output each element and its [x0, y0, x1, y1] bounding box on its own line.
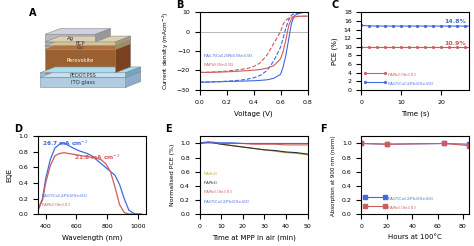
Polygon shape [40, 67, 141, 73]
Text: C: C [331, 0, 338, 10]
Text: ITO glass: ITO glass [71, 80, 95, 85]
Text: Ag: Ag [67, 36, 73, 41]
Text: FA$_{0.75}$Cs$_{0.25}$Pb$_{0.5}$Sn$_{0.5}$I$_3$: FA$_{0.75}$Cs$_{0.25}$Pb$_{0.5}$Sn$_{0.5… [203, 198, 250, 206]
Text: FA$_{0.75}$Cs$_{0.25}$Pb$_{0.5}$Sn$_{0.5}$I$_3$: FA$_{0.75}$Cs$_{0.25}$Pb$_{0.5}$Sn$_{0.5… [387, 81, 435, 88]
Text: F: F [320, 124, 327, 134]
Text: B: B [176, 0, 183, 10]
Y-axis label: Normalised PCE (%): Normalised PCE (%) [170, 144, 174, 206]
X-axis label: Voltage (V): Voltage (V) [234, 110, 273, 117]
Text: FAPb$_{0.5}$Sn$_{0.5}$I$_3$: FAPb$_{0.5}$Sn$_{0.5}$I$_3$ [387, 71, 417, 79]
Text: BCP: BCP [75, 41, 85, 46]
Polygon shape [45, 49, 116, 73]
Text: D: D [14, 124, 22, 134]
Text: FAPbI$_3$: FAPbI$_3$ [203, 180, 218, 187]
Text: FAPb$_{0.5}$Sn$_{0.5}$I$_3$: FAPb$_{0.5}$Sn$_{0.5}$I$_3$ [203, 62, 235, 69]
Polygon shape [45, 36, 131, 42]
Polygon shape [40, 73, 126, 77]
Polygon shape [45, 46, 116, 49]
Text: A: A [29, 8, 37, 18]
X-axis label: Wavelength (nm): Wavelength (nm) [62, 234, 122, 241]
Polygon shape [95, 29, 110, 42]
Polygon shape [45, 34, 95, 42]
Text: 10.9%: 10.9% [444, 41, 466, 46]
Text: FAPb$_{0.5}$Sn$_{0.5}$I$_3$: FAPb$_{0.5}$Sn$_{0.5}$I$_3$ [41, 201, 71, 209]
Text: PEDOT:PSS: PEDOT:PSS [69, 73, 96, 78]
Polygon shape [45, 29, 110, 34]
Polygon shape [126, 72, 141, 87]
Text: Perovskite: Perovskite [66, 58, 94, 63]
Polygon shape [116, 36, 131, 46]
X-axis label: Hours at 100°C: Hours at 100°C [389, 234, 442, 240]
Y-axis label: EQE: EQE [7, 168, 13, 182]
Text: FAPb$_{0.5}$Sn$_{0.5}$I$_3$: FAPb$_{0.5}$Sn$_{0.5}$I$_3$ [387, 205, 417, 212]
Y-axis label: Absorption at 900 nm (norm): Absorption at 900 nm (norm) [331, 135, 336, 215]
Y-axis label: PCE (%): PCE (%) [332, 37, 338, 65]
Polygon shape [116, 44, 131, 73]
Polygon shape [40, 77, 126, 87]
Text: FASnI$_3$: FASnI$_3$ [203, 170, 218, 178]
X-axis label: Time (s): Time (s) [401, 110, 429, 117]
Polygon shape [45, 40, 131, 46]
Text: 21.8 mA cm$^{-2}$: 21.8 mA cm$^{-2}$ [73, 153, 120, 162]
Text: C₆₀: C₆₀ [77, 45, 84, 50]
Polygon shape [40, 72, 141, 77]
Polygon shape [116, 40, 131, 49]
Text: FA$_{0.75}$Cs$_{0.25}$Pb$_{0.5}$Sn$_{0.5}$I$_3$: FA$_{0.75}$Cs$_{0.25}$Pb$_{0.5}$Sn$_{0.5… [41, 192, 89, 200]
Polygon shape [45, 44, 131, 49]
Text: 14.8%: 14.8% [444, 19, 466, 24]
Text: FAPb$_{0.5}$Sn$_{0.5}$I$_3$: FAPb$_{0.5}$Sn$_{0.5}$I$_3$ [203, 189, 233, 197]
Polygon shape [45, 42, 116, 46]
Text: E: E [165, 124, 172, 134]
Polygon shape [126, 67, 141, 77]
Text: FA$_{0.75}$Cs$_{0.25}$Pb$_{0.5}$Sn$_{0.5}$I$_3$: FA$_{0.75}$Cs$_{0.25}$Pb$_{0.5}$Sn$_{0.5… [387, 196, 435, 203]
Text: FA$_{0.75}$Cs$_{0.25}$Pb$_{0.5}$Sn$_{0.5}$I$_3$: FA$_{0.75}$Cs$_{0.25}$Pb$_{0.5}$Sn$_{0.5… [203, 52, 253, 60]
X-axis label: Time at MPP in air (min): Time at MPP in air (min) [212, 234, 295, 241]
Text: 26.7 mA cm$^{-2}$: 26.7 mA cm$^{-2}$ [42, 139, 89, 148]
Y-axis label: Current density (mAcm$^{-2}$): Current density (mAcm$^{-2}$) [161, 12, 171, 91]
